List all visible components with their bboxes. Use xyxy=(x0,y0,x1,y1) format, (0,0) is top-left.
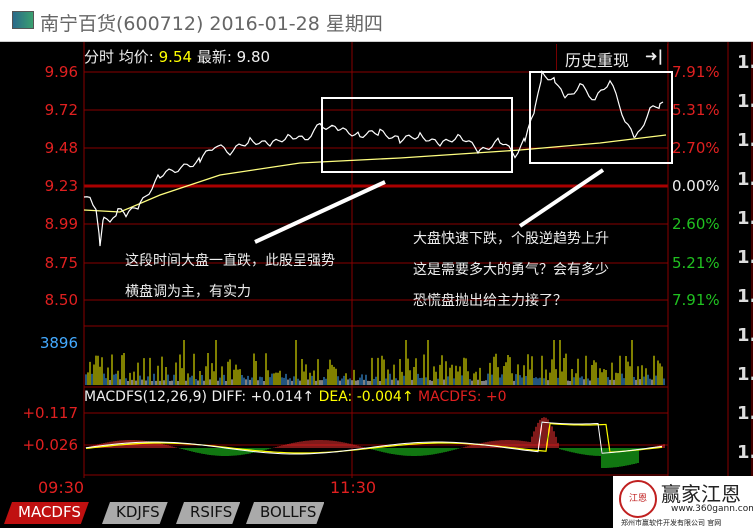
skip-end-icon: ➜| xyxy=(645,47,664,65)
annotation-left-1: 这段时间大盘一直跌，此股呈强势 xyxy=(125,253,335,269)
diff-line xyxy=(85,421,663,455)
price-axis-label: 8.50 xyxy=(44,291,78,309)
side-panel-digit: 1. xyxy=(737,403,753,424)
side-panel-digit: 1. xyxy=(737,91,753,112)
price-line xyxy=(83,69,664,247)
pct-axis-label: 0.00% xyxy=(672,177,720,195)
title-bar: 南宁百货(600712) 2016-01-28 星期四 xyxy=(0,0,753,42)
pointer-line-2 xyxy=(518,168,605,228)
quote-header: 分时 均价: 9.54 最新: 9.80 xyxy=(84,48,271,66)
price-axis-label: 8.75 xyxy=(44,254,78,272)
tab-kdjfs[interactable]: KDJFS xyxy=(102,502,168,524)
time-label-midday: 11:30 xyxy=(330,478,377,497)
pct-axis-label: 7.91% xyxy=(672,291,720,309)
window-title: 南宁百货(600712) 2016-01-28 星期四 xyxy=(40,13,383,35)
highlight-box-2 xyxy=(529,71,673,164)
annotation-right-2: 这是需要多大的勇气？会有多少 xyxy=(413,262,609,278)
price-axis-label: 8.99 xyxy=(44,215,78,233)
pct-axis-label: 7.91% xyxy=(672,63,720,81)
tab-bollfs[interactable]: BOLLFS xyxy=(246,502,324,524)
tab-rsifs[interactable]: RSIFS xyxy=(176,502,240,524)
pct-axis-label: 2.60% xyxy=(672,215,720,233)
pct-axis-label: 5.31% xyxy=(672,101,720,119)
history-replay-button[interactable]: 历史重现 ➜| xyxy=(556,44,668,70)
highlight-box-1 xyxy=(321,97,513,173)
pct-axis-label: 5.21% xyxy=(672,254,720,272)
side-panel-digit: 1. xyxy=(737,52,753,73)
macd-header: MACDFS(12,26,9) DIFF: +0.014↑ DEA: -0.00… xyxy=(84,389,507,405)
annotation-right-1: 大盘快速下跌，个股逆趋势上升 xyxy=(413,231,609,247)
app-icon xyxy=(12,11,34,29)
pointer-line-1 xyxy=(254,180,386,244)
side-panel-digit: 1. xyxy=(737,130,753,151)
time-label-open: 09:30 xyxy=(38,478,85,497)
avg-price-line xyxy=(83,134,667,213)
pct-axis-label: 2.70% xyxy=(672,139,720,157)
annotation-left-2: 横盘调为主，有实力 xyxy=(125,284,251,300)
side-panel-digit: 1. xyxy=(737,286,753,307)
macd-axis-mid: +0.026 xyxy=(22,436,78,454)
annotation-right-3: 恐慌盘抛出给主力接了？ xyxy=(413,293,567,309)
side-panel-digit: 1. xyxy=(737,325,753,346)
side-panel-digit: 1. xyxy=(737,247,753,268)
side-panel-digit: 1. xyxy=(737,442,753,463)
seal-icon: 江恩 xyxy=(619,480,657,518)
price-axis-label: 9.96 xyxy=(44,63,78,81)
price-axis-label: 9.48 xyxy=(44,139,78,157)
watermark-logo: 江恩 赢家江恩 www.360gann.com 郑州市赢软件开发有限公司 官网 xyxy=(613,476,753,528)
macd-axis-top: +0.117 xyxy=(22,404,78,422)
price-axis-label: 9.23 xyxy=(44,177,78,195)
tab-macdfs[interactable]: MACDFS xyxy=(4,502,89,524)
volume-max-label: 3896 xyxy=(39,334,78,352)
price-axis-label: 9.72 xyxy=(44,101,78,119)
side-panel-digit: 1. xyxy=(737,364,753,385)
side-panel-digit: 1. xyxy=(737,208,753,229)
side-panel-digit: 1. xyxy=(737,169,753,190)
